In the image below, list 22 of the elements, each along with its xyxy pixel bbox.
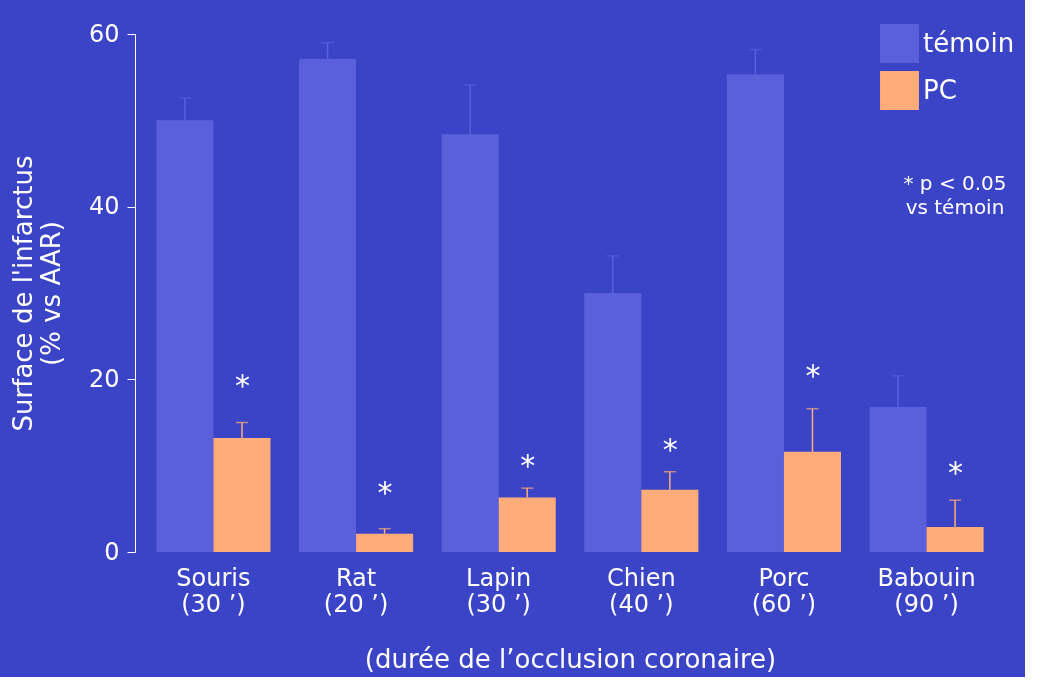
x-tick-label: Souris (30 ’) (176, 563, 251, 618)
y-tick-label: 60 (88, 19, 120, 48)
y-tick-label: 20 (88, 364, 120, 393)
x-tick-label: Chien (40 ’) (607, 563, 676, 618)
annotation: * (234, 368, 250, 404)
bar (356, 533, 414, 552)
x-tick-label: Porc (60 ’) (751, 563, 817, 618)
annotation: * (948, 455, 964, 491)
annotation: * p < 0.05 vs témoin (903, 171, 1007, 219)
x-tick-label: Rat (20 ’) (323, 563, 389, 618)
y-tick-label: 0 (104, 537, 120, 566)
annotation: * (662, 431, 678, 467)
legend-label: témoin (923, 27, 1015, 58)
x-tick-label: Babouin (90 ’) (877, 563, 976, 618)
x-tick-label: Lapin (30 ’) (466, 563, 532, 618)
y-axis-title: Surface de l'infarctus (% vs AAR) (7, 155, 66, 432)
legend-label: PC (923, 74, 957, 105)
annotation: * (377, 475, 393, 511)
y-tick-label: 40 (88, 192, 120, 221)
annotation: * (520, 448, 536, 484)
x-axis-title: (durée de l’occlusion coronaire) (364, 643, 777, 674)
annotation: * (805, 357, 821, 393)
